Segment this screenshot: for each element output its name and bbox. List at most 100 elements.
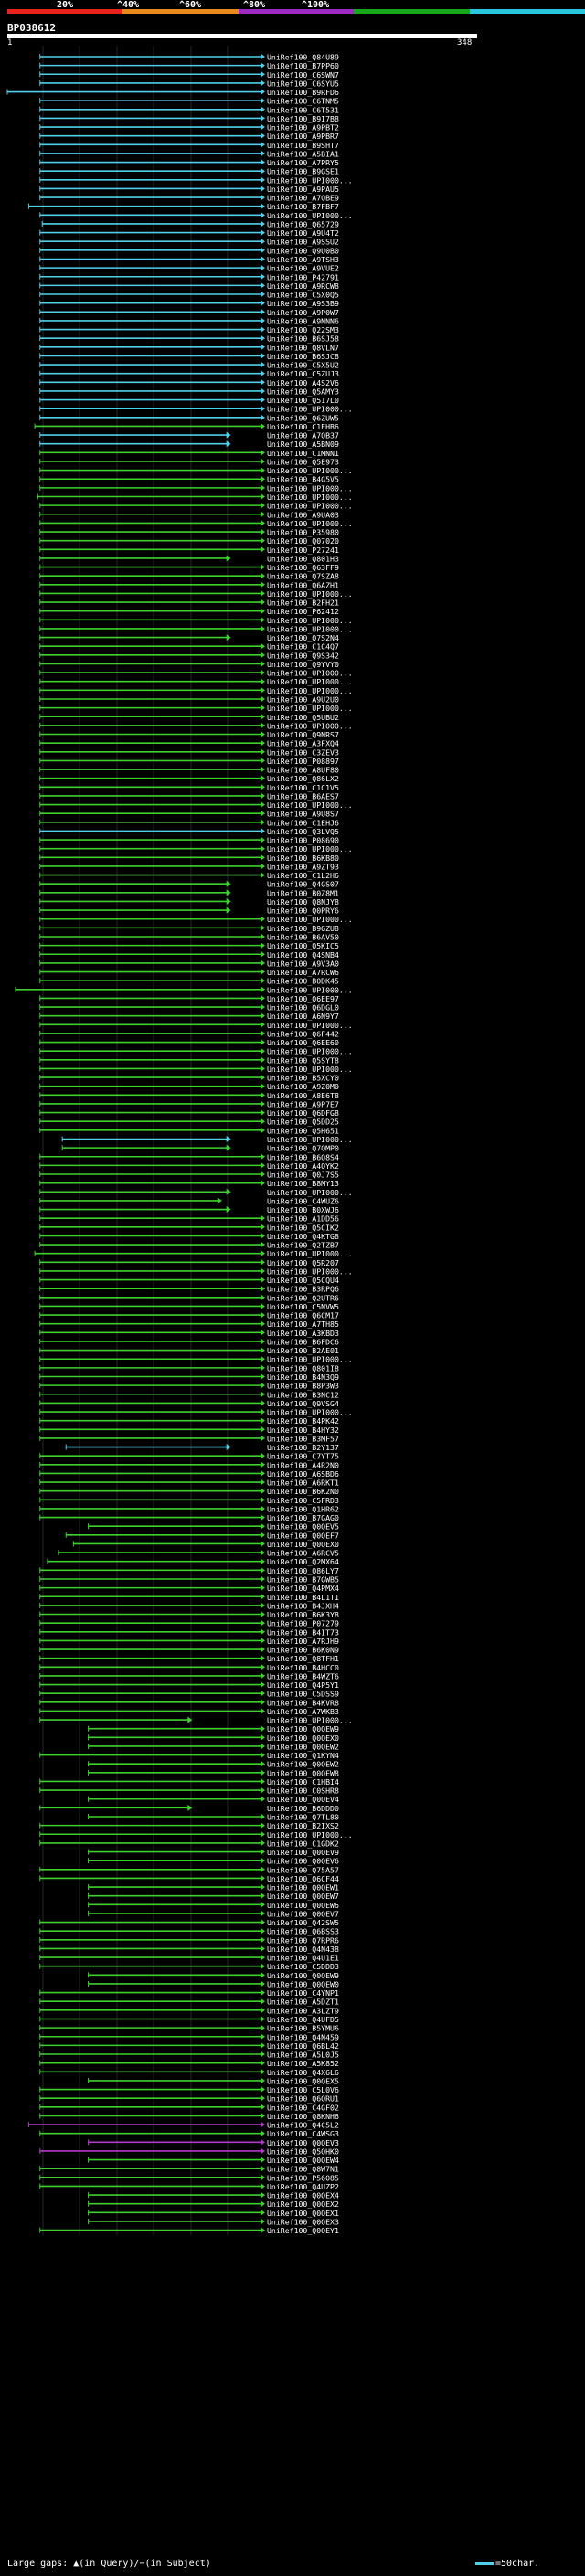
hit-label[interactable]: UniRef100_Q6DFG8 xyxy=(267,1108,339,1118)
hit-label[interactable]: UniRef100_Q8NJY8 xyxy=(267,897,339,906)
hit-label[interactable]: UniRef100_Q0QEF7 xyxy=(267,1531,339,1540)
hit-label[interactable]: UniRef100_B6SJC8 xyxy=(267,352,339,361)
hit-label[interactable]: UniRef100_Q6CF44 xyxy=(267,1874,339,1883)
hit-label[interactable]: UniRef100_Q5QHK0 xyxy=(267,2147,339,2156)
hit-label[interactable]: UniRef100_Q9U0B0 xyxy=(267,246,339,255)
hit-label[interactable]: UniRef100_B4PK42 xyxy=(267,1416,339,1426)
hit-label[interactable]: UniRef100_A9PBT2 xyxy=(267,123,339,133)
hit-label[interactable]: UniRef100_Q63FF9 xyxy=(267,563,339,572)
hit-label[interactable]: UniRef100_A9PBR7 xyxy=(267,132,339,141)
hit-label[interactable]: UniRef100_C3ZEV3 xyxy=(267,747,339,757)
hit-label[interactable]: UniRef100_UPI000... xyxy=(267,1047,353,1056)
hit-label[interactable]: UniRef100_C6T531 xyxy=(267,105,339,114)
hit-label[interactable]: UniRef100_Q0QEV4 xyxy=(267,1795,339,1804)
hit-label[interactable]: UniRef100_C4GF02 xyxy=(267,2103,339,2112)
hit-label[interactable]: UniRef100_B0DK45 xyxy=(267,977,339,986)
hit-label[interactable]: UniRef100_C5DSS9 xyxy=(267,1690,339,1699)
hit-label[interactable]: UniRef100_Q0QEX2 xyxy=(267,2200,339,2209)
hit-label[interactable]: UniRef100_C7YT75 xyxy=(267,1452,339,1461)
hit-label[interactable]: UniRef100_B4HY32 xyxy=(267,1426,339,1435)
hit-label[interactable]: UniRef100_A9V3A0 xyxy=(267,959,339,968)
hit-label[interactable]: UniRef100_Q0PRY6 xyxy=(267,906,339,916)
hit-label[interactable]: UniRef100_Q22SM3 xyxy=(267,325,339,334)
hit-label[interactable]: UniRef100_UPI000... xyxy=(267,519,353,528)
hit-label[interactable]: UniRef100_UPI000... xyxy=(267,624,353,633)
hit-label[interactable]: UniRef100_B3MF57 xyxy=(267,1434,339,1443)
hit-label[interactable]: UniRef100_P08690 xyxy=(267,836,339,845)
hit-label[interactable]: UniRef100_Q0QEV7 xyxy=(267,1909,339,1918)
hit-label[interactable]: UniRef100_Q0QEV5 xyxy=(267,1522,339,1532)
hit-label[interactable]: UniRef100_Q2MX64 xyxy=(267,1557,339,1566)
hit-label[interactable]: UniRef100_B4WZT6 xyxy=(267,1671,339,1680)
hit-label[interactable]: UniRef100_B3NC12 xyxy=(267,1390,339,1399)
hit-label[interactable]: UniRef100_A9UA03 xyxy=(267,510,339,519)
hit-label[interactable]: UniRef100_Q0QEW1 xyxy=(267,1883,339,1892)
hit-label[interactable]: UniRef100_Q0J7S5 xyxy=(267,1171,339,1180)
hit-label[interactable]: UniRef100_UPI000... xyxy=(267,1716,353,1725)
hit-label[interactable]: UniRef100_P42791 xyxy=(267,272,339,281)
hit-label[interactable]: UniRef100_A8E6T8 xyxy=(267,1091,339,1100)
hit-label[interactable]: UniRef100_C4WSG3 xyxy=(267,2129,339,2138)
hit-label[interactable]: UniRef100_A4R2N0 xyxy=(267,1460,339,1469)
hit-label[interactable]: UniRef100_Q6F442 xyxy=(267,1029,339,1038)
hit-label[interactable]: UniRef100_B6DDD0 xyxy=(267,1804,339,1813)
hit-label[interactable]: UniRef100_Q75A57 xyxy=(267,1865,339,1874)
hit-label[interactable]: UniRef100_UPI000... xyxy=(267,686,353,695)
hit-label[interactable]: UniRef100_B6K3Y8 xyxy=(267,1610,339,1619)
hit-label[interactable]: UniRef100_Q7TL80 xyxy=(267,1813,339,1822)
hit-label[interactable]: UniRef100_B2AE01 xyxy=(267,1346,339,1355)
hit-label[interactable]: UniRef100_C5L0V6 xyxy=(267,2085,339,2094)
hit-label[interactable]: UniRef100_C5DDD3 xyxy=(267,1962,339,1971)
hit-label[interactable]: UniRef100_Q4GS07 xyxy=(267,880,339,889)
hit-label[interactable]: UniRef100_B4G5V5 xyxy=(267,475,339,484)
hit-label[interactable]: UniRef100_P56085 xyxy=(267,2173,339,2182)
hit-label[interactable]: UniRef100_C1C4Q7 xyxy=(267,642,339,652)
hit-label[interactable]: UniRef100_C4WUZ6 xyxy=(267,1196,339,1205)
hit-label[interactable]: UniRef100_A9U8S7 xyxy=(267,810,339,819)
hit-label[interactable]: UniRef100_A3KBD3 xyxy=(267,1329,339,1338)
hit-label[interactable]: UniRef100_A9TSH3 xyxy=(267,255,339,264)
hit-label[interactable]: UniRef100_B4HCC0 xyxy=(267,1663,339,1672)
hit-label[interactable]: UniRef100_Q6DGL0 xyxy=(267,1003,339,1012)
hit-label[interactable]: UniRef100_C4YNP1 xyxy=(267,1988,339,1998)
hit-label[interactable]: UniRef100_P07279 xyxy=(267,1619,339,1628)
hit-label[interactable]: UniRef100_A9Z0M0 xyxy=(267,1082,339,1091)
hit-label[interactable]: UniRef100_Q9NRS7 xyxy=(267,730,339,739)
hit-label[interactable]: UniRef100_Q7SZA8 xyxy=(267,572,339,581)
hit-label[interactable]: UniRef100_A5BN09 xyxy=(267,440,339,449)
hit-label[interactable]: UniRef100_Q4UFD5 xyxy=(267,2015,339,2024)
hit-label[interactable]: UniRef100_A9S3B9 xyxy=(267,299,339,308)
hit-label[interactable]: UniRef100_A6N9Y7 xyxy=(267,1012,339,1021)
hit-label[interactable]: UniRef100_Q801H3 xyxy=(267,554,339,563)
hit-label[interactable]: UniRef100_A6SBD6 xyxy=(267,1469,339,1479)
hit-label[interactable]: UniRef100_UPI000... xyxy=(267,405,353,414)
hit-label[interactable]: UniRef100_B6SJ58 xyxy=(267,334,339,344)
hit-label[interactable]: UniRef100_C6SWN7 xyxy=(267,70,339,80)
hit-label[interactable]: UniRef100_A3FXQ4 xyxy=(267,739,339,748)
hit-label[interactable]: UniRef100_Q5SYT8 xyxy=(267,1055,339,1065)
hit-label[interactable]: UniRef100_Q5AMY3 xyxy=(267,387,339,396)
hit-label[interactable]: UniRef100_A9VUE2 xyxy=(267,264,339,273)
hit-label[interactable]: UniRef100_Q6EE97 xyxy=(267,994,339,1003)
hit-label[interactable]: UniRef100_A7TH85 xyxy=(267,1320,339,1329)
hit-label[interactable]: UniRef100_Q0QEX1 xyxy=(267,2209,339,2218)
hit-label[interactable]: UniRef100_Q4SNB4 xyxy=(267,950,339,959)
hit-label[interactable]: UniRef100_Q5R207 xyxy=(267,1258,339,1267)
hit-label[interactable]: UniRef100_C6TNM5 xyxy=(267,97,339,106)
hit-label[interactable]: UniRef100_A7QBE9 xyxy=(267,194,339,203)
hit-label[interactable]: UniRef100_C1MNN1 xyxy=(267,449,339,458)
hit-label[interactable]: UniRef100_B7GAG0 xyxy=(267,1513,339,1522)
hit-label[interactable]: UniRef100_UPI000... xyxy=(267,844,353,853)
hit-label[interactable]: UniRef100_B9GZU8 xyxy=(267,924,339,933)
hit-label[interactable]: UniRef100_B6KB80 xyxy=(267,853,339,863)
hit-label[interactable]: UniRef100_Q6EE60 xyxy=(267,1038,339,1047)
hit-label[interactable]: UniRef100_Q0QEV3 xyxy=(267,2138,339,2147)
hit-label[interactable]: UniRef100_B9SHT7 xyxy=(267,141,339,150)
hit-label[interactable]: UniRef100_Q4C5L2 xyxy=(267,2121,339,2130)
hit-label[interactable]: UniRef100_Q517L0 xyxy=(267,396,339,405)
hit-label[interactable]: UniRef100_Q5KIC5 xyxy=(267,941,339,950)
hit-label[interactable]: UniRef100_Q8TFH1 xyxy=(267,1654,339,1663)
hit-label[interactable]: UniRef100_A7WKB3 xyxy=(267,1707,339,1716)
hit-label[interactable]: UniRef100_Q6ZUW5 xyxy=(267,413,339,422)
hit-label[interactable]: UniRef100_C1EHJ6 xyxy=(267,818,339,827)
